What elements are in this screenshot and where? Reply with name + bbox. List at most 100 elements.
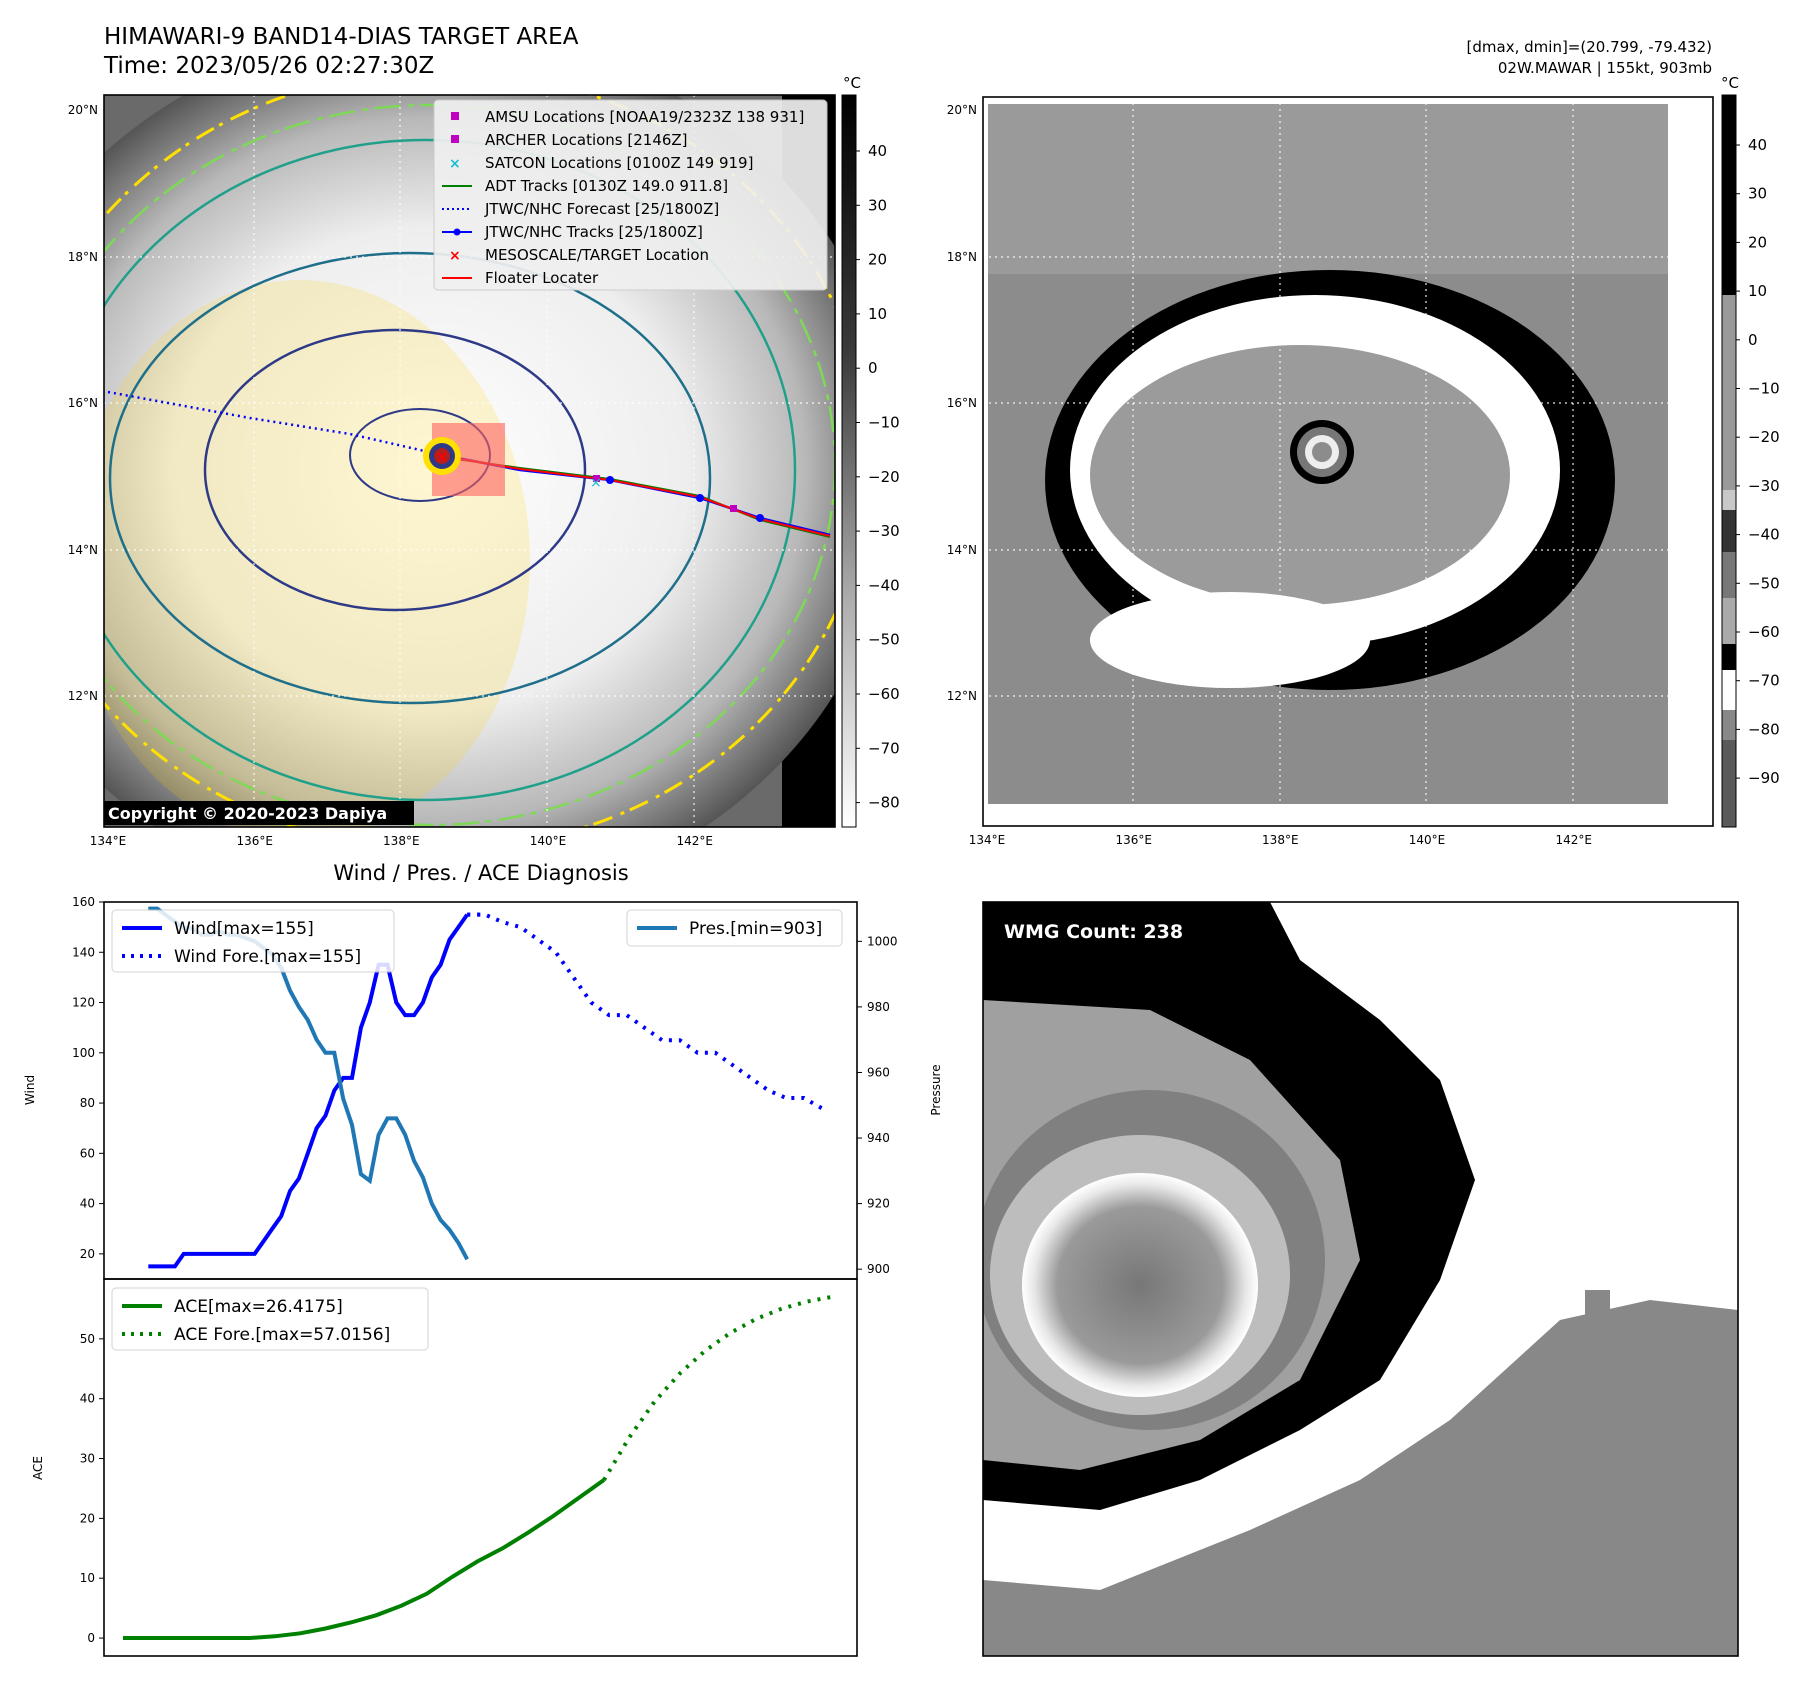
- legend-wind-forecast: Wind Fore.[max=155]: [174, 947, 361, 967]
- wind-tick-label: 120: [72, 996, 95, 1010]
- colorbar-tick-label: 30: [1748, 185, 1767, 203]
- page-title: HIMAWARI-9 BAND14-DIAS TARGET AREA: [104, 24, 579, 50]
- map-legend-item: JTWC/NHC Tracks [25/1800Z]: [442, 223, 703, 241]
- wind-forecast-line: [467, 912, 823, 1110]
- pressure-tick-label: 980: [867, 1000, 890, 1014]
- colorbar-1-unit: °C: [843, 74, 861, 92]
- pressure-tick-label: 1000: [867, 934, 898, 948]
- contour-navy-inner: [203, 328, 587, 612]
- wind-legend-right: Pres.[min=903]: [626, 909, 843, 947]
- lon-tick-label: 142°E: [676, 834, 713, 848]
- colorbar-2-unit: °C: [1721, 74, 1739, 92]
- wind-legend-left: Wind[max=155] Wind Fore.[max=155]: [111, 909, 395, 973]
- colorbar-tick-label: −60: [1748, 623, 1780, 641]
- legend-ace-forecast: ACE Fore.[max=57.0156]: [174, 1325, 390, 1345]
- copyright-bg: [104, 801, 414, 825]
- colorbar-1-ticks: 40 30 20 10 0 −10 −20 −30 −40 −50 −60 −70 −80: [856, 142, 900, 812]
- map-legend-item: JTWC/NHC Forecast [25/1800Z]: [442, 200, 719, 218]
- best-track-point: [696, 494, 704, 502]
- map-axis-ticks: 134°E 136°E 138°E 140°E 142°E 20°N 18°N 16°N 14°…: [68, 103, 713, 848]
- svg-text:×: ×: [449, 248, 461, 264]
- colorbar-1: [841, 94, 857, 828]
- lat-tick-label: 16°N: [68, 396, 98, 410]
- wind-tick-label: 140: [72, 945, 95, 959]
- enhanced-north-band: [988, 104, 1668, 274]
- colorbar-tick-label: −60: [868, 685, 900, 703]
- lat-tick-label: 14°N: [68, 543, 98, 557]
- colorbar-tick-label: −70: [1748, 672, 1780, 690]
- map-legend-label: ADT Tracks [0130Z 149.0 911.8]: [485, 177, 728, 195]
- lat-tick-label: 14°N: [947, 543, 977, 557]
- enhanced-ir-panel: 134°E 136°E 138°E 140°E 142°E 20°N 18°N 16°N 14°…: [947, 74, 1780, 847]
- colorbar-tick-label: 10: [868, 305, 887, 323]
- colorbar-tick-label: 0: [868, 359, 878, 377]
- colorbar-tick-label: −30: [868, 522, 900, 540]
- lat-tick-label: 12°N: [68, 689, 98, 703]
- map-legend-label: JTWC/NHC Forecast [25/1800Z]: [484, 200, 719, 218]
- colorbar-tick-label: −10: [868, 414, 900, 432]
- diagnosis-title: Wind / Pres. / ACE Diagnosis: [333, 861, 628, 885]
- pressure-axis-label: Pressure: [929, 1064, 943, 1115]
- colorbar-tick-label: −40: [868, 576, 900, 594]
- series-line-0: [148, 913, 469, 1269]
- ace-chart-frame: [103, 1278, 858, 1657]
- colorbar-tick-label: 40: [1748, 136, 1767, 154]
- eye-core: [434, 448, 450, 464]
- wind-tick-label: 20: [80, 1247, 95, 1261]
- lat-tick-label: 20°N: [68, 103, 98, 117]
- colorbar-2: [1721, 94, 1737, 828]
- pressure-tick-label: 940: [867, 1131, 890, 1145]
- ace-tick-label: 40: [80, 1392, 95, 1406]
- wind-tick-label: 100: [72, 1046, 95, 1060]
- colorbar-tick-label: −80: [868, 794, 900, 812]
- map-legend-label: JTWC/NHC Tracks [25/1800Z]: [484, 223, 703, 241]
- colorbar-tick-label: −50: [1748, 574, 1780, 592]
- colorbar-tick-label: −30: [1748, 477, 1780, 495]
- lat-tick-label: 16°N: [947, 396, 977, 410]
- wind-tick-label: 160: [72, 895, 95, 909]
- colorbar-2-ticks: 40 30 20 10 0 −10 −20 −30 −40 −50 −60 −70 −80 −90: [1736, 136, 1780, 787]
- lon-tick-label: 140°E: [1409, 833, 1446, 847]
- legend-ace: ACE[max=26.4175]: [174, 1297, 343, 1317]
- ace-tick-label: 50: [80, 1332, 95, 1346]
- best-track-point: [756, 514, 764, 522]
- ace-line: [123, 1478, 606, 1640]
- wmg-southern-gray: [983, 1300, 1738, 1656]
- lat-tick-label: 12°N: [947, 689, 977, 703]
- map-legend: AMSU Locations [NOAA19/2323Z 138 931] ARC…: [433, 99, 828, 291]
- map-legend-label: AMSU Locations [NOAA19/2323Z 138 931]: [485, 108, 804, 126]
- storm-info: 02W.MAWAR | 155kt, 903mb: [1498, 59, 1712, 77]
- map-legend-item: ARCHER Locations [2146Z]: [451, 131, 688, 149]
- lat-tick-label: 20°N: [947, 103, 977, 117]
- map-legend-item: ADT Tracks [0130Z 149.0 911.8]: [442, 177, 728, 195]
- map-2-frame: [982, 96, 1714, 827]
- southern-band-white: [1090, 592, 1370, 688]
- map-legend-label: ARCHER Locations [2146Z]: [485, 131, 688, 149]
- map-frame: [103, 94, 836, 828]
- eye-center: [1312, 442, 1332, 462]
- wind-pressure-chart: Wind / Pres. / ACE Diagnosis Wind Pressu…: [23, 861, 943, 1280]
- lon-tick-label: 136°E: [1115, 833, 1152, 847]
- ace-tick-label: 20: [80, 1511, 95, 1525]
- copyright-label: Copyright © 2020-2023 Dapiya: [108, 804, 387, 823]
- colorbar-tick-label: −40: [1748, 526, 1780, 544]
- legend-wind: Wind[max=155]: [174, 919, 314, 939]
- pressure-tick-label: 920: [867, 1197, 890, 1211]
- colorbar-tick-label: −20: [1748, 428, 1780, 446]
- archer-location-marker: [730, 505, 737, 512]
- map-legend-label: MESOSCALE/TARGET Location: [485, 246, 709, 264]
- map-legend-item: × MESOSCALE/TARGET Location: [449, 246, 709, 264]
- colorbar-tick-label: 30: [868, 196, 887, 214]
- ace-axis-label: ACE: [31, 1456, 45, 1480]
- colorbar-tick-label: −20: [868, 468, 900, 486]
- wind-tick-label: 60: [80, 1146, 95, 1160]
- amsu-location-marker: [593, 475, 600, 482]
- map-legend-label: Floater Locater: [485, 269, 599, 287]
- pressure-tick-label: 900: [867, 1262, 890, 1276]
- ace-chart: ACE 0 10 20 30 40 50 ACE[max=26.4175] ACE For…: [31, 1278, 858, 1657]
- contour-light-green: [104, 103, 835, 827]
- contour-teal-outer: [104, 138, 797, 802]
- lon-tick-label: 138°E: [1262, 833, 1299, 847]
- temperature-range: [dmax, dmin]=(20.799, -79.432): [1467, 38, 1712, 56]
- lon-tick-label: 134°E: [90, 834, 127, 848]
